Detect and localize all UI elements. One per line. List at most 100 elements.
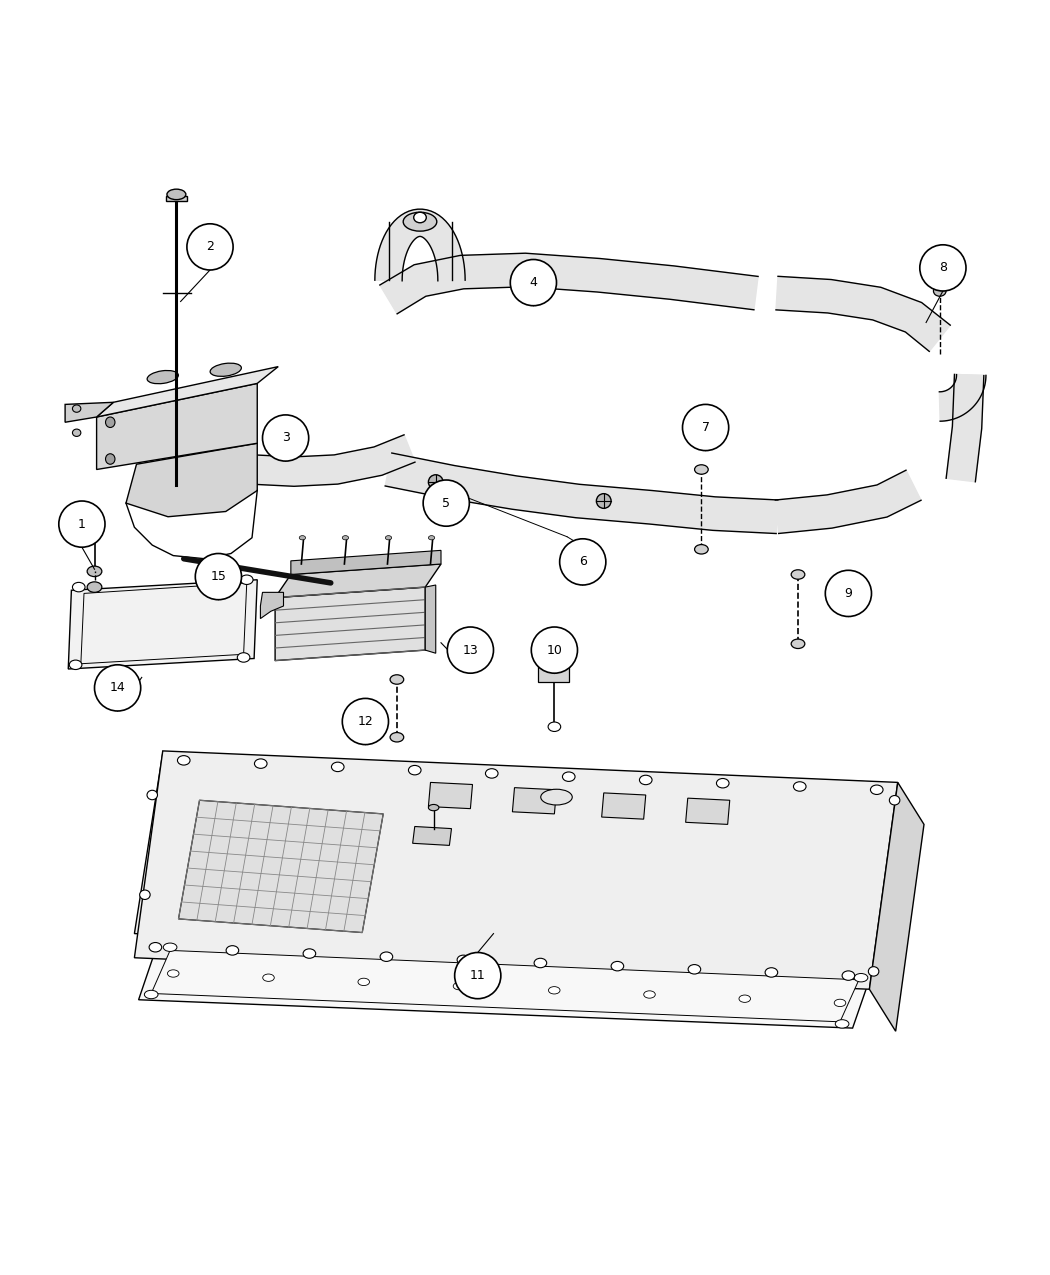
Ellipse shape	[794, 782, 806, 792]
Ellipse shape	[72, 583, 85, 592]
Ellipse shape	[72, 405, 81, 412]
Polygon shape	[260, 593, 284, 618]
Ellipse shape	[454, 983, 465, 989]
Ellipse shape	[792, 639, 805, 649]
Ellipse shape	[226, 946, 238, 955]
Polygon shape	[380, 254, 758, 314]
Polygon shape	[166, 196, 187, 200]
Ellipse shape	[177, 756, 190, 765]
Ellipse shape	[563, 771, 575, 782]
Ellipse shape	[688, 965, 700, 974]
Ellipse shape	[868, 966, 879, 977]
Ellipse shape	[716, 779, 729, 788]
Ellipse shape	[408, 765, 421, 775]
Polygon shape	[151, 950, 859, 1021]
Polygon shape	[97, 367, 278, 417]
Ellipse shape	[147, 371, 178, 384]
Polygon shape	[512, 788, 556, 813]
Polygon shape	[65, 403, 113, 422]
Polygon shape	[68, 580, 257, 669]
Circle shape	[423, 479, 469, 527]
Text: 3: 3	[281, 431, 290, 445]
Ellipse shape	[303, 949, 316, 959]
Ellipse shape	[164, 944, 176, 951]
Polygon shape	[775, 470, 921, 533]
Circle shape	[187, 224, 233, 270]
Ellipse shape	[644, 991, 655, 998]
Circle shape	[682, 404, 729, 450]
Ellipse shape	[105, 417, 116, 427]
Ellipse shape	[695, 465, 709, 474]
Ellipse shape	[842, 970, 855, 980]
Ellipse shape	[834, 1000, 846, 1006]
Polygon shape	[940, 375, 986, 421]
Text: 4: 4	[529, 277, 538, 289]
Ellipse shape	[414, 212, 426, 223]
Ellipse shape	[739, 994, 751, 1002]
Circle shape	[94, 664, 141, 711]
Ellipse shape	[611, 961, 624, 970]
Ellipse shape	[87, 566, 102, 576]
Polygon shape	[97, 384, 257, 469]
Ellipse shape	[538, 648, 569, 660]
Text: 8: 8	[939, 261, 947, 274]
Text: 1: 1	[78, 518, 86, 530]
Ellipse shape	[147, 790, 157, 799]
Text: 9: 9	[844, 586, 853, 601]
Polygon shape	[163, 754, 882, 801]
Polygon shape	[126, 444, 257, 516]
Ellipse shape	[596, 493, 611, 509]
Polygon shape	[139, 944, 872, 1028]
Polygon shape	[275, 586, 425, 660]
Circle shape	[447, 627, 494, 673]
Polygon shape	[686, 798, 730, 825]
Circle shape	[342, 699, 388, 745]
Ellipse shape	[428, 474, 443, 490]
Circle shape	[531, 627, 578, 673]
Text: 12: 12	[357, 715, 374, 728]
Polygon shape	[134, 754, 882, 963]
Ellipse shape	[342, 536, 349, 539]
Polygon shape	[251, 435, 415, 486]
Ellipse shape	[485, 769, 498, 778]
Circle shape	[59, 501, 105, 547]
Polygon shape	[776, 277, 950, 352]
Ellipse shape	[299, 536, 306, 539]
Circle shape	[510, 260, 556, 306]
Ellipse shape	[428, 536, 435, 539]
Bar	[538, 655, 569, 682]
Polygon shape	[275, 564, 441, 598]
Ellipse shape	[870, 785, 883, 794]
Text: 2: 2	[206, 241, 214, 254]
Polygon shape	[413, 826, 452, 845]
Ellipse shape	[428, 805, 439, 811]
Circle shape	[920, 245, 966, 291]
Ellipse shape	[765, 968, 778, 977]
Polygon shape	[291, 551, 441, 575]
Ellipse shape	[262, 974, 274, 982]
Text: 5: 5	[442, 496, 450, 510]
Ellipse shape	[855, 974, 867, 982]
Ellipse shape	[149, 942, 162, 952]
Ellipse shape	[933, 286, 946, 296]
Polygon shape	[375, 209, 465, 280]
Polygon shape	[946, 375, 984, 482]
Ellipse shape	[237, 653, 250, 662]
Polygon shape	[81, 583, 247, 664]
Text: 6: 6	[579, 556, 587, 569]
Ellipse shape	[391, 733, 403, 742]
Ellipse shape	[210, 363, 242, 376]
Polygon shape	[178, 801, 383, 932]
Ellipse shape	[87, 581, 102, 593]
Ellipse shape	[72, 430, 81, 436]
Ellipse shape	[240, 575, 253, 584]
Ellipse shape	[254, 759, 267, 769]
Ellipse shape	[403, 212, 437, 231]
Text: 13: 13	[463, 644, 479, 657]
Polygon shape	[869, 783, 924, 1031]
Ellipse shape	[385, 536, 392, 539]
Ellipse shape	[358, 978, 370, 986]
Circle shape	[825, 570, 872, 617]
Ellipse shape	[534, 959, 547, 968]
Ellipse shape	[105, 454, 116, 464]
